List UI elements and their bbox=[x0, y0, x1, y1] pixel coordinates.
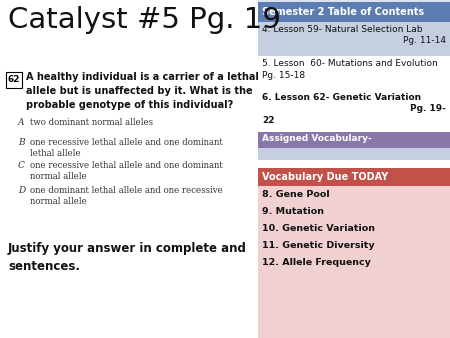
Text: 12. Allele Frequency: 12. Allele Frequency bbox=[262, 258, 371, 267]
Bar bbox=[258, 160, 450, 168]
Text: Pg. 19-: Pg. 19- bbox=[410, 104, 446, 113]
Text: Pg. 11-14: Pg. 11-14 bbox=[403, 36, 446, 45]
Bar bbox=[0, 0, 258, 338]
Text: one dominant lethal allele and one recessive
normal allele: one dominant lethal allele and one reces… bbox=[30, 186, 223, 207]
Text: 22: 22 bbox=[262, 116, 274, 125]
Bar bbox=[258, 132, 450, 148]
Text: two dominant normal alleles: two dominant normal alleles bbox=[30, 118, 153, 127]
Text: A healthy individual is a carrier of a lethal
allele but is unaffected by it. Wh: A healthy individual is a carrier of a l… bbox=[26, 72, 259, 110]
Bar bbox=[258, 2, 450, 22]
Text: 10. Genetic Variation: 10. Genetic Variation bbox=[262, 224, 375, 233]
Bar bbox=[6, 72, 22, 88]
Bar bbox=[258, 0, 450, 338]
Bar bbox=[258, 186, 450, 338]
Text: Justify your answer in complete and
sentences.: Justify your answer in complete and sent… bbox=[8, 242, 247, 272]
Bar bbox=[258, 148, 450, 160]
Bar bbox=[258, 56, 450, 90]
Text: 4. Lesson 59- Natural Selection Lab: 4. Lesson 59- Natural Selection Lab bbox=[262, 25, 423, 34]
Text: C: C bbox=[18, 161, 25, 170]
Text: 62: 62 bbox=[8, 75, 20, 84]
Text: one recessive lethal allele and one dominant
lethal allele: one recessive lethal allele and one domi… bbox=[30, 138, 223, 159]
Text: 8. Gene Pool: 8. Gene Pool bbox=[262, 190, 329, 199]
Bar bbox=[258, 22, 450, 56]
Text: Catalyst #5 Pg. 19: Catalyst #5 Pg. 19 bbox=[8, 6, 281, 34]
Text: one recessive lethal allele and one dominant
normal allele: one recessive lethal allele and one domi… bbox=[30, 161, 223, 182]
Text: Assigned Vocabulary-: Assigned Vocabulary- bbox=[262, 134, 372, 143]
Text: Vocabulary Due TODAY: Vocabulary Due TODAY bbox=[262, 172, 388, 182]
Text: Semester 2 Table of Contents: Semester 2 Table of Contents bbox=[262, 7, 424, 17]
Text: B: B bbox=[18, 138, 25, 147]
Text: 6. Lesson 62- Genetic Variation: 6. Lesson 62- Genetic Variation bbox=[262, 93, 421, 102]
Text: 11. Genetic Diversity: 11. Genetic Diversity bbox=[262, 241, 374, 250]
Text: D: D bbox=[18, 186, 25, 195]
Text: 5. Lesson  60- Mutations and Evolution
Pg. 15-18: 5. Lesson 60- Mutations and Evolution Pg… bbox=[262, 59, 438, 80]
Bar bbox=[258, 168, 450, 186]
Text: A: A bbox=[18, 118, 24, 127]
Bar bbox=[258, 90, 450, 132]
Text: 9. Mutation: 9. Mutation bbox=[262, 207, 324, 216]
